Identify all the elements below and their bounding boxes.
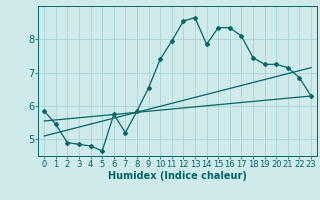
X-axis label: Humidex (Indice chaleur): Humidex (Indice chaleur) (108, 171, 247, 181)
